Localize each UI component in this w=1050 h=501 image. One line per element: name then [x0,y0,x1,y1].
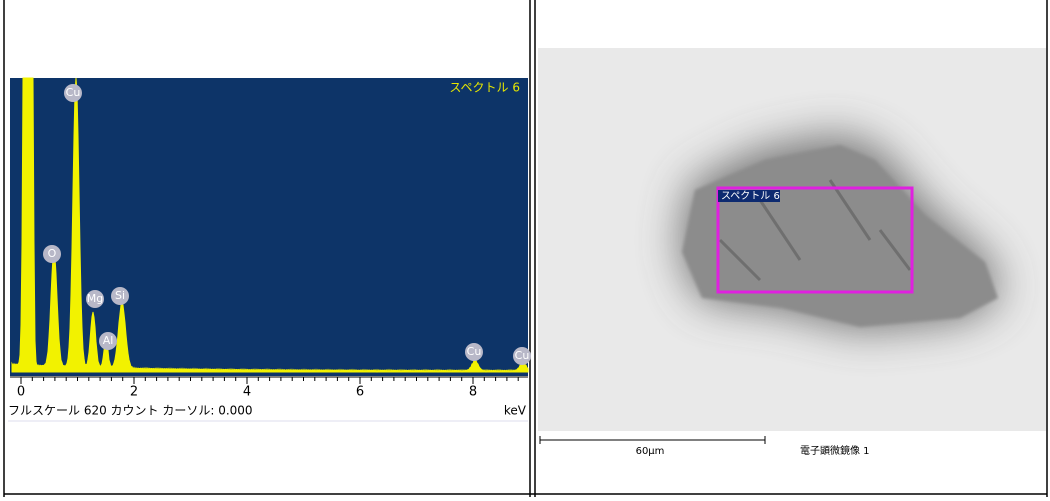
peak-label: Cu [515,349,530,362]
peak-label: Mg [87,292,103,305]
peak-label: Al [103,334,114,347]
x-tick-label: 4 [243,385,251,400]
spectrum-title: スペクトル 6 [449,81,520,95]
x-tick-label: 0 [17,385,25,400]
spectrum-plot [10,78,528,376]
scale-bar-label: 60µm [636,446,665,457]
peak-marker [99,332,117,350]
peak-marker [465,343,483,361]
sem-panel: スペクトル 6 60µm 電子顕微鏡像 1 [538,48,1046,457]
peak-marker [513,347,531,365]
region-label: スペクトル 6 [721,190,780,202]
x-tick-label: 2 [130,385,138,400]
region-tag [718,190,780,202]
x-tick-label: 6 [356,385,364,400]
region-box [716,186,914,294]
peak-marker [86,290,104,308]
unit-label: keV [504,404,527,418]
peak-marker [64,84,82,102]
particle-texture [718,179,912,282]
image-caption: 電子顕微鏡像 1 [800,444,870,457]
peak-marker [43,245,61,263]
peak-marker [111,287,129,305]
peak-label: Cu [467,345,482,358]
spectrum-trace [11,77,529,373]
x-tick-label: 8 [469,385,477,400]
peak-label: Si [115,289,125,302]
peak-label: O [48,247,57,260]
spectrum-panel: スペクトル 6 Cu O Mg Si Al Cu Cu 0 2 4 6 8 フル… [8,77,531,422]
peak-label: Cu [66,86,81,99]
status-line: フルスケール 620 カウント カーソル: 0.000 [8,404,253,418]
